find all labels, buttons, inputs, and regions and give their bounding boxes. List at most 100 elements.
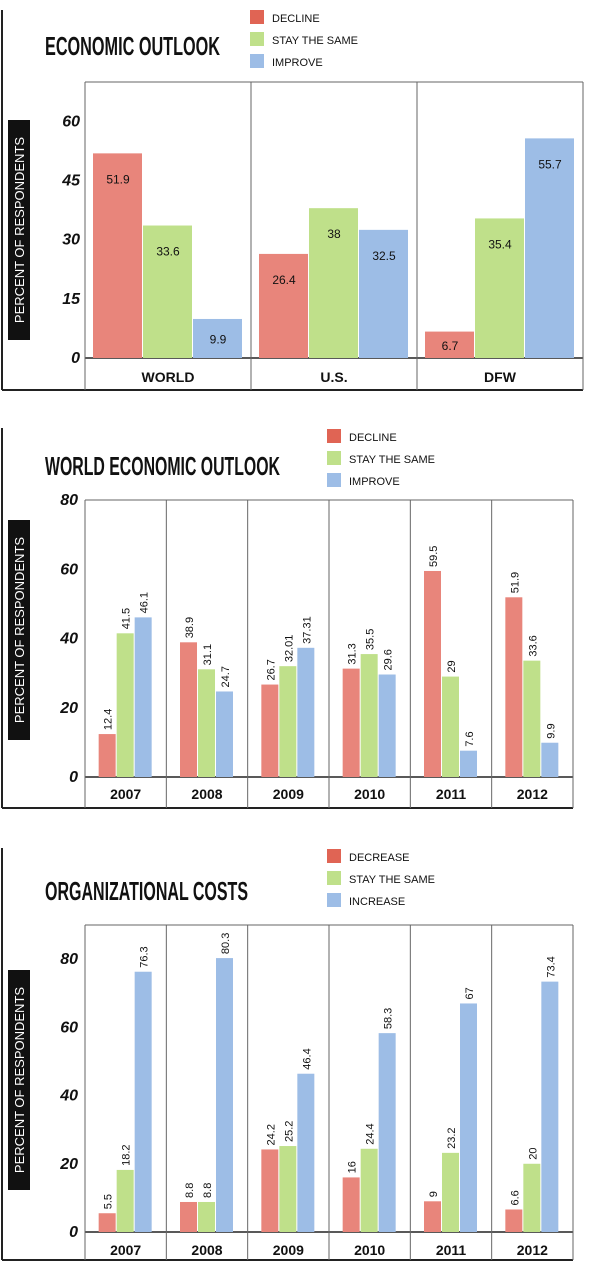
data-label: 29 (446, 660, 458, 672)
data-label: 73.4 (545, 956, 557, 977)
legend-swatch-0 (327, 849, 341, 863)
legend-swatch-0 (250, 10, 264, 24)
category-label: 2010 (354, 786, 385, 802)
bar-2-0 (134, 971, 152, 1232)
y-tick-label: 15 (62, 291, 81, 308)
data-label: 8.8 (184, 1183, 196, 1198)
bar-1-5 (523, 660, 541, 777)
legend-label: STAY THE SAME (349, 454, 435, 466)
legend-label: DECLINE (349, 432, 397, 444)
data-label: 67 (464, 987, 476, 999)
bar-1-1 (309, 208, 358, 358)
data-label: 35.4 (488, 237, 512, 251)
bar-2-2 (525, 138, 574, 358)
world-economic-outlook-chart: WORLD ECONOMIC OUTLOOK DECLINE STAY THE SA… (1, 428, 574, 809)
legend-label: STAY THE SAME (349, 874, 435, 886)
bar-1-1 (198, 669, 215, 777)
data-label: 37.31 (301, 616, 313, 644)
category-label: DFW (484, 369, 517, 385)
bar-2-1 (216, 691, 233, 777)
data-label: 6.7 (442, 339, 459, 353)
data-label: 55.7 (538, 157, 562, 171)
legend-swatch-2 (250, 54, 264, 68)
y-tick-label: 20 (59, 1156, 78, 1173)
category-label: 2012 (517, 1242, 548, 1258)
bar-1-4 (442, 676, 459, 777)
data-label: 35.5 (365, 629, 377, 650)
y-tick-label: 0 (69, 1224, 78, 1241)
legend-label: STAY THE SAME (272, 35, 358, 47)
data-label: 24.4 (365, 1123, 377, 1144)
bar-1-3 (360, 654, 378, 777)
bar-0-5 (505, 1209, 523, 1232)
y-axis-label-box (8, 520, 30, 740)
bar-0-3 (342, 668, 360, 777)
data-label: 24.7 (220, 666, 232, 687)
y-tick-label: 0 (71, 350, 80, 367)
y-axis-label-box (8, 120, 30, 340)
data-label: 24.2 (265, 1124, 277, 1145)
bar-2-4 (460, 1003, 477, 1232)
bar-2-4 (460, 750, 477, 777)
bar-1-0 (143, 225, 192, 358)
bar-1-5 (523, 1163, 541, 1232)
legend-label: DECREASE (349, 852, 410, 864)
data-label: 58.3 (383, 1008, 395, 1029)
bar-2-1 (359, 229, 408, 358)
y-tick-label: 30 (62, 232, 80, 249)
legend-swatch-1 (250, 32, 264, 46)
data-label: 16 (347, 1161, 359, 1173)
bar-1-2 (475, 218, 524, 358)
bar-0-2 (425, 331, 474, 358)
bar-0-3 (342, 1177, 360, 1232)
data-label: 80.3 (220, 933, 232, 954)
data-label: 46.4 (301, 1048, 313, 1069)
data-label: 32.01 (283, 635, 295, 663)
bar-1-2 (279, 1146, 297, 1232)
bar-2-1 (216, 958, 233, 1232)
bar-0-1 (259, 253, 308, 358)
category-label: 2009 (273, 1242, 304, 1258)
y-tick-label: 40 (59, 1088, 78, 1105)
chart-panel-world-economic-outlook: WORLD ECONOMIC OUTLOOK DECLINE STAY THE SA… (0, 410, 600, 820)
category-label: WORLD (142, 369, 195, 385)
data-label: 9.9 (210, 332, 227, 346)
data-label: 31.1 (202, 644, 214, 665)
data-label: 7.6 (464, 731, 476, 746)
data-label: 9.9 (545, 723, 557, 738)
chart-title: WORLD ECONOMIC OUTLOOK (45, 451, 280, 481)
y-tick-label: 60 (60, 1019, 78, 1036)
bar-0-1 (180, 642, 197, 777)
data-label: 51.9 (509, 572, 521, 593)
data-label: 76.3 (139, 946, 151, 967)
category-label: 2010 (354, 1242, 385, 1258)
data-label: 26.7 (265, 659, 277, 680)
bar-2-0 (134, 617, 152, 777)
bar-2-3 (378, 1033, 396, 1232)
category-label: U.S. (320, 369, 347, 385)
bar-0-0 (93, 153, 142, 358)
data-label: 46.1 (139, 592, 151, 613)
bar-1-2 (279, 666, 297, 777)
legend-label: INCREASE (349, 896, 405, 908)
data-label: 9 (428, 1191, 440, 1197)
y-axis-label-group: PERCENT OF RESPONDENTS (8, 970, 30, 1190)
y-tick-label: 0 (69, 769, 78, 786)
chart-panel-organizational-costs: ORGANIZATIONAL COSTS DECREASE STAY THE SAM… (0, 830, 600, 1275)
data-label: 31.3 (347, 643, 359, 664)
bar-0-2 (261, 1149, 279, 1232)
y-tick-label: 60 (62, 113, 80, 130)
data-label: 25.2 (283, 1121, 295, 1142)
organizational-costs-chart: ORGANIZATIONAL COSTS DECREASE STAY THE SAM… (1, 848, 574, 1261)
data-label: 26.4 (272, 273, 296, 287)
legend-swatch-2 (327, 473, 341, 487)
legend-swatch-0 (327, 429, 341, 443)
bar-1-0 (116, 1169, 134, 1232)
bar-2-2 (297, 647, 315, 777)
data-label: 38 (327, 227, 341, 241)
y-tick-label: 80 (60, 951, 78, 968)
y-axis-label: PERCENT OF RESPONDENTS (12, 137, 27, 323)
y-tick-label: 20 (59, 700, 78, 717)
category-label: 2008 (191, 786, 222, 802)
legend-label: DECLINE (272, 13, 320, 25)
